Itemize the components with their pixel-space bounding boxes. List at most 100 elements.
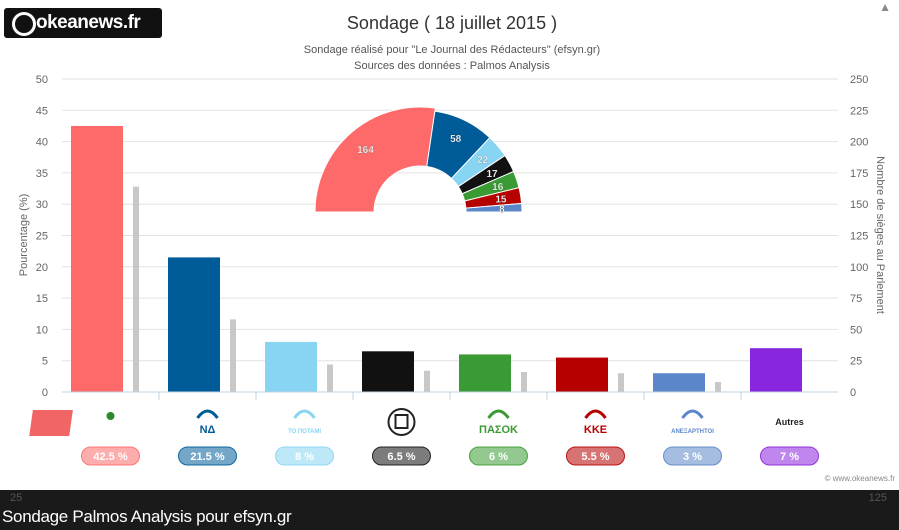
- seats-slice-label: 58: [450, 134, 462, 145]
- y-right-tick-label: 125: [850, 231, 868, 243]
- logo-label: ΠΑΣΟΚ: [479, 424, 518, 436]
- y-tick-label: 5: [42, 356, 48, 368]
- logo-label: Autres: [775, 417, 804, 427]
- y-tick-label: 50: [36, 74, 48, 86]
- percentage-badge-label: 7 %: [780, 451, 799, 463]
- percentage-badge-label: 5.5 %: [581, 451, 609, 463]
- percentage-badge: [372, 446, 431, 466]
- percentage-badge: [566, 446, 625, 466]
- arrow-up-icon[interactable]: ▲: [879, 0, 891, 14]
- party-logo-2: ΝΔ: [196, 409, 219, 436]
- logo-label: ΚΚΕ: [584, 424, 607, 436]
- caption-bar: 25 125 Sondage Palmos Analysis pour efsy…: [0, 490, 899, 530]
- bar-percentage[interactable]: [556, 357, 608, 392]
- percentage-badge: [760, 446, 819, 466]
- percentage-badge: [275, 446, 334, 466]
- y-right-tick-label: 225: [850, 105, 868, 117]
- bar-seats[interactable]: [230, 319, 236, 392]
- y-axis-right-label: Nombre de sièges au Parlement: [874, 156, 886, 314]
- bar-seats[interactable]: [133, 186, 139, 392]
- y-right-tick-label: 100: [850, 262, 868, 274]
- poll-chart: Sondage ( 18 juillet 2015 ) Sondage réal…: [18, 13, 896, 483]
- bar-percentage[interactable]: [362, 351, 414, 392]
- site-logo[interactable]: okeanews.fr: [4, 8, 162, 38]
- logo-label: ΑΝΕΞΑΡΤΗΤΟΙ: [671, 429, 714, 435]
- y-right-tick-label: 50: [850, 324, 862, 336]
- party-logo-5: ΠΑΣΟΚ: [479, 409, 518, 436]
- bar-seats[interactable]: [327, 364, 333, 392]
- y-right-tick-label: 200: [850, 137, 868, 149]
- seats-slice-label: 164: [357, 145, 374, 156]
- logo-label: ΤΟ ΠΟΤΑΜΙ: [288, 429, 321, 435]
- bar-percentage[interactable]: [459, 354, 511, 392]
- y-tick-label: 30: [36, 199, 48, 211]
- logo-text: okeanews.fr: [36, 12, 141, 33]
- percentage-badge-label: 8 %: [295, 451, 314, 463]
- chart-subtitle: Sondage réalisé pour "Le Journal des Réd…: [304, 44, 600, 56]
- y-tick-label: 15: [36, 293, 48, 305]
- party-emblem-icon: [293, 409, 316, 419]
- wreath-icon: [387, 408, 416, 436]
- y-right-tick-label: 175: [850, 168, 868, 180]
- y-right-tick-label: 25: [850, 356, 862, 368]
- y-tick-label: 40: [36, 137, 48, 149]
- seats-slice-label: 22: [477, 155, 489, 166]
- ghost-text-right: 125: [868, 492, 887, 504]
- party-emblem-icon: [196, 409, 219, 419]
- y-tick-label: 35: [36, 168, 48, 180]
- party-emblem-icon: [681, 409, 704, 419]
- logo-ring-icon: [12, 12, 36, 36]
- seats-slice-label: 15: [495, 195, 507, 206]
- seats-slice-label: 17: [487, 169, 499, 180]
- party-logo-4: [387, 408, 416, 436]
- seats-slice[interactable]: [465, 202, 523, 213]
- bar-percentage[interactable]: [653, 373, 705, 392]
- percentage-badge: [469, 446, 528, 466]
- percentage-badge-label: 21.5 %: [190, 451, 224, 463]
- party-emblem-icon: [584, 409, 607, 419]
- party-logo-8: Autres: [775, 417, 804, 427]
- percentage-badge: [663, 446, 722, 466]
- y-tick-label: 10: [36, 324, 48, 336]
- seats-slice-label: 16: [492, 182, 504, 193]
- meander-icon: [394, 414, 409, 429]
- bar-percentage[interactable]: [168, 257, 220, 392]
- y-tick-label: 20: [36, 262, 48, 274]
- bar-percentage[interactable]: [71, 125, 123, 392]
- star-icon: [106, 412, 115, 420]
- y-right-tick-label: 150: [850, 199, 868, 211]
- y-right-tick-label: 0: [850, 387, 856, 399]
- credit-text: © www.okeanews.fr: [825, 474, 896, 483]
- percentage-badge-label: 6 %: [489, 451, 508, 463]
- percentage-badge-label: 6.5 %: [387, 451, 415, 463]
- y-tick-label: 0: [42, 387, 48, 399]
- bar-seats[interactable]: [715, 381, 721, 392]
- percentage-badge-label: 42.5 %: [93, 451, 127, 463]
- percentage-badge: [81, 446, 140, 466]
- seats-slice-label: 8: [499, 205, 505, 216]
- logo-label: ΝΔ: [200, 424, 216, 436]
- flag-icon: [29, 410, 73, 436]
- bar-percentage[interactable]: [750, 348, 802, 392]
- bar-seats[interactable]: [521, 371, 527, 392]
- percentage-badge-label: 3 %: [683, 451, 702, 463]
- bar-seats[interactable]: [618, 373, 624, 392]
- party-logo-7: ΑΝΕΞΑΡΤΗΤΟΙ: [671, 409, 714, 435]
- percentage-badge: [178, 446, 237, 466]
- ghost-text-left: 25: [10, 492, 23, 504]
- bar-seats[interactable]: [424, 370, 430, 392]
- chart-title: Sondage ( 18 juillet 2015 ): [347, 13, 557, 33]
- party-logo-6: ΚΚΕ: [584, 409, 607, 436]
- y-right-tick-label: 75: [850, 293, 862, 305]
- y-right-tick-label: 250: [850, 74, 868, 86]
- y-tick-label: 25: [36, 231, 48, 243]
- seats-slice[interactable]: [314, 106, 436, 213]
- y-tick-label: 45: [36, 105, 48, 117]
- bar-percentage[interactable]: [265, 341, 317, 392]
- chart-subtitle-sources: Sources des données : Palmos Analysis: [354, 60, 550, 72]
- caption-text: Sondage Palmos Analysis pour efsyn.gr: [2, 507, 292, 526]
- y-axis-label: Pourcentage (%): [18, 194, 30, 277]
- party-emblem-icon: [487, 409, 510, 419]
- party-logo-3: ΤΟ ΠΟΤΑΜΙ: [288, 409, 321, 435]
- party-logo-1: [29, 410, 115, 436]
